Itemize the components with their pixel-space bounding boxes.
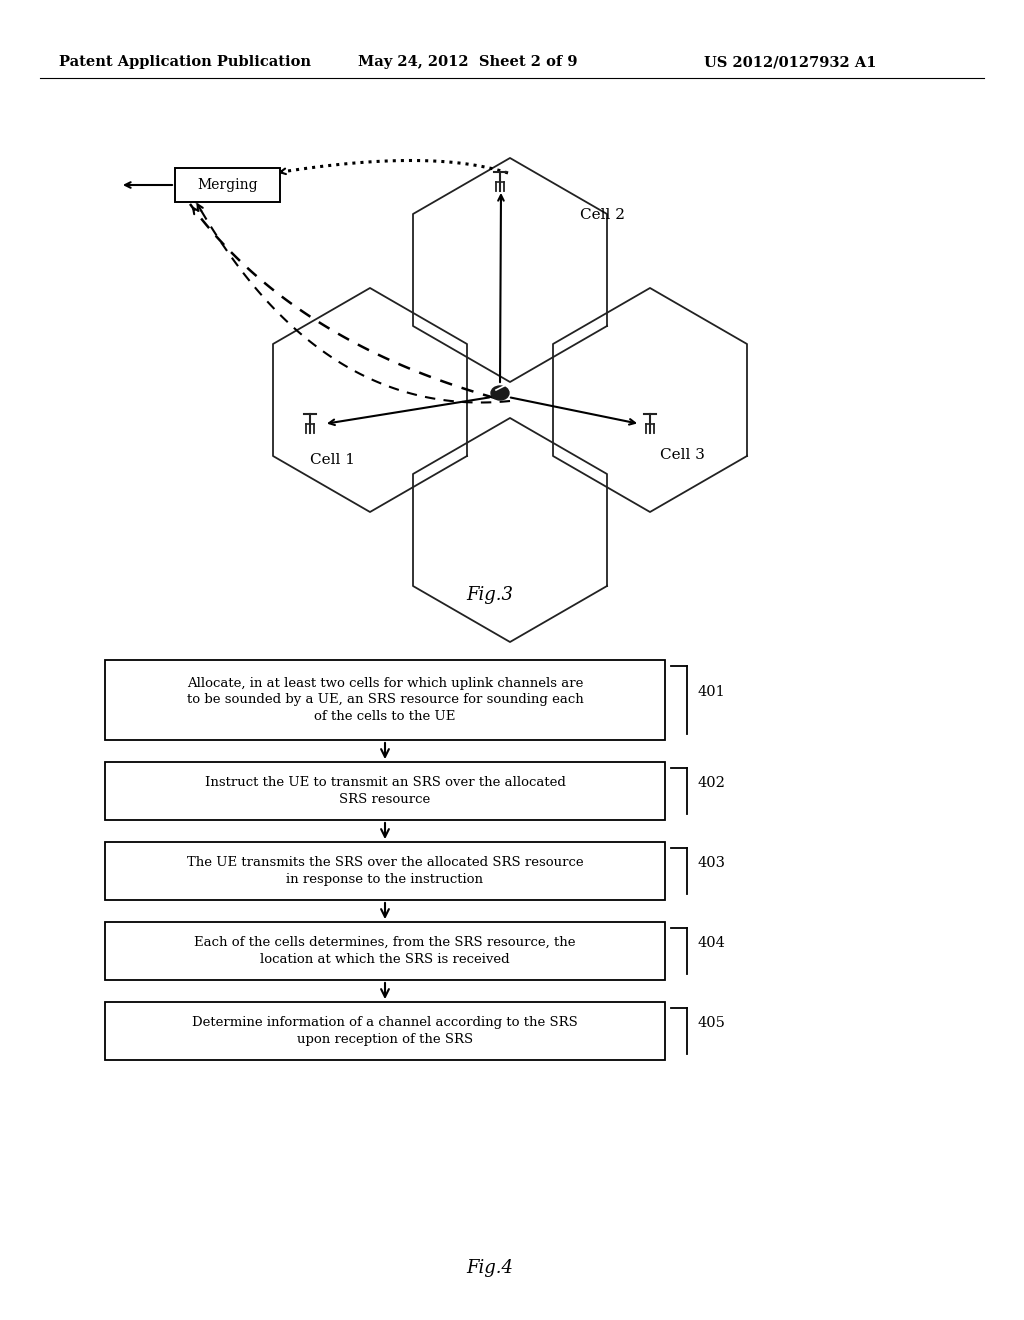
Bar: [105, 660, 665, 741]
Text: Cell 1: Cell 1: [310, 453, 355, 467]
Bar: [175, 168, 280, 202]
Text: Patent Application Publication: Patent Application Publication: [59, 55, 311, 69]
Text: Each of the cells determines, from the SRS resource, the
location at which the S: Each of the cells determines, from the S…: [195, 936, 575, 966]
Text: Fig.4: Fig.4: [467, 1259, 513, 1276]
Text: 402: 402: [697, 776, 725, 789]
Text: 403: 403: [697, 855, 725, 870]
Bar: [105, 762, 665, 820]
Text: 401: 401: [697, 685, 725, 700]
Text: 405: 405: [697, 1016, 725, 1030]
Text: Instruct the UE to transmit an SRS over the allocated
SRS resource: Instruct the UE to transmit an SRS over …: [205, 776, 565, 807]
Text: May 24, 2012  Sheet 2 of 9: May 24, 2012 Sheet 2 of 9: [358, 55, 578, 69]
Text: Merging: Merging: [198, 178, 258, 191]
Text: Fig.3: Fig.3: [467, 586, 513, 605]
Text: The UE transmits the SRS over the allocated SRS resource
in response to the inst: The UE transmits the SRS over the alloca…: [186, 855, 584, 886]
Bar: [105, 921, 665, 979]
Text: Allocate, in at least two cells for which uplink channels are
to be sounded by a: Allocate, in at least two cells for whic…: [186, 676, 584, 723]
Text: Cell 3: Cell 3: [660, 447, 705, 462]
Bar: [105, 842, 665, 900]
Text: 404: 404: [697, 936, 725, 950]
Text: Determine information of a channel according to the SRS
upon reception of the SR: Determine information of a channel accor…: [193, 1016, 578, 1045]
Bar: [105, 1002, 665, 1060]
Text: Cell 2: Cell 2: [580, 209, 625, 222]
Text: US 2012/0127932 A1: US 2012/0127932 A1: [703, 55, 877, 69]
Ellipse shape: [490, 385, 509, 400]
